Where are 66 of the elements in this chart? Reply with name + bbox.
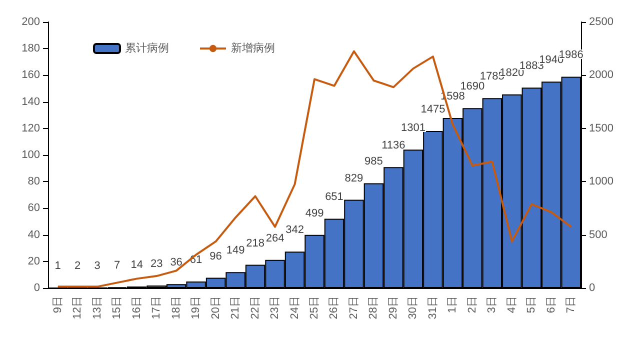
data-label: 651 bbox=[325, 191, 344, 204]
y-tick-label: 180 bbox=[22, 42, 40, 55]
x-tick-label: 25日 bbox=[308, 296, 320, 320]
y-tick-label: 140 bbox=[22, 96, 40, 108]
x-tick-label: 13日 bbox=[91, 296, 104, 320]
x-tick-label: 6日 bbox=[545, 296, 558, 314]
y-tick-label: 120 bbox=[22, 122, 40, 134]
x-tick-label: 15日 bbox=[111, 296, 124, 320]
data-label: 96 bbox=[210, 250, 222, 262]
data-label: 7 bbox=[114, 260, 120, 272]
x-tick-label: 16日 bbox=[130, 296, 143, 320]
x-tick-label: 23日 bbox=[269, 296, 282, 320]
data-label: 1301 bbox=[400, 122, 426, 134]
x-tick-label: 18日 bbox=[170, 296, 182, 320]
y2-tick-label: 2500 bbox=[589, 16, 614, 28]
data-label: 829 bbox=[344, 172, 364, 184]
y2-tick-label: 500 bbox=[589, 228, 608, 241]
x-tick-label: 2日 bbox=[466, 296, 478, 314]
x-tick-label: 7日 bbox=[565, 296, 578, 314]
x-tick-label: 19日 bbox=[190, 296, 202, 320]
data-label: 1475 bbox=[420, 104, 446, 116]
data-label: 1690 bbox=[460, 80, 485, 93]
data-label: 1136 bbox=[382, 140, 406, 152]
data-label: 264 bbox=[266, 232, 284, 244]
legend-label: 新增病例 bbox=[231, 42, 275, 54]
data-label: 36 bbox=[170, 256, 182, 269]
x-tick-label: 9日 bbox=[52, 296, 64, 314]
y2-tick-label: 2000 bbox=[589, 69, 614, 82]
y-tick-label: 60 bbox=[28, 202, 40, 214]
data-label: 218 bbox=[246, 237, 264, 250]
data-label: 499 bbox=[305, 207, 324, 220]
y2-tick-label: 1500 bbox=[589, 122, 614, 134]
x-tick-label: 31日 bbox=[426, 296, 439, 320]
y-tick-label: 40 bbox=[28, 228, 40, 241]
legend-label: 累计病例 bbox=[125, 42, 169, 54]
y-tick-label: 20 bbox=[28, 255, 40, 268]
x-tick-label: 27日 bbox=[348, 296, 360, 320]
x-tick-label: 26日 bbox=[328, 296, 340, 320]
y2-tick-label: 0 bbox=[589, 282, 596, 294]
data-label: 149 bbox=[226, 244, 245, 257]
x-tick-label: 24日 bbox=[288, 296, 301, 320]
y-tick-label: 200 bbox=[22, 16, 40, 28]
x-tick-label: 28日 bbox=[368, 296, 380, 320]
y-tick-label: 160 bbox=[22, 69, 40, 82]
x-tick-label: 12日 bbox=[72, 296, 84, 320]
y-tick-label: 100 bbox=[22, 149, 40, 161]
data-label: 2 bbox=[74, 260, 81, 272]
data-label: 14 bbox=[130, 259, 143, 272]
x-tick-label: 1日 bbox=[446, 296, 459, 314]
x-tick-label: 21日 bbox=[230, 296, 242, 320]
data-label: 3 bbox=[94, 260, 100, 272]
data-label: 23 bbox=[150, 258, 163, 270]
data-label: 985 bbox=[364, 156, 383, 168]
data-label: 1 bbox=[54, 260, 61, 272]
y2-tick-label: 1000 bbox=[589, 176, 614, 188]
data-label: 342 bbox=[286, 224, 304, 236]
x-tick-label: 3日 bbox=[486, 296, 498, 314]
x-tick-label: 30日 bbox=[407, 296, 420, 320]
y-tick-label: 80 bbox=[28, 176, 40, 188]
x-tick-label: 5日 bbox=[526, 296, 538, 314]
x-tick-label: 20日 bbox=[210, 296, 222, 320]
x-tick-label: 22日 bbox=[249, 296, 262, 320]
y-tick-label: 0 bbox=[34, 282, 40, 294]
x-tick-label: 29日 bbox=[387, 296, 400, 320]
x-tick-label: 17日 bbox=[150, 296, 163, 320]
x-tick-label: 4日 bbox=[506, 296, 518, 314]
